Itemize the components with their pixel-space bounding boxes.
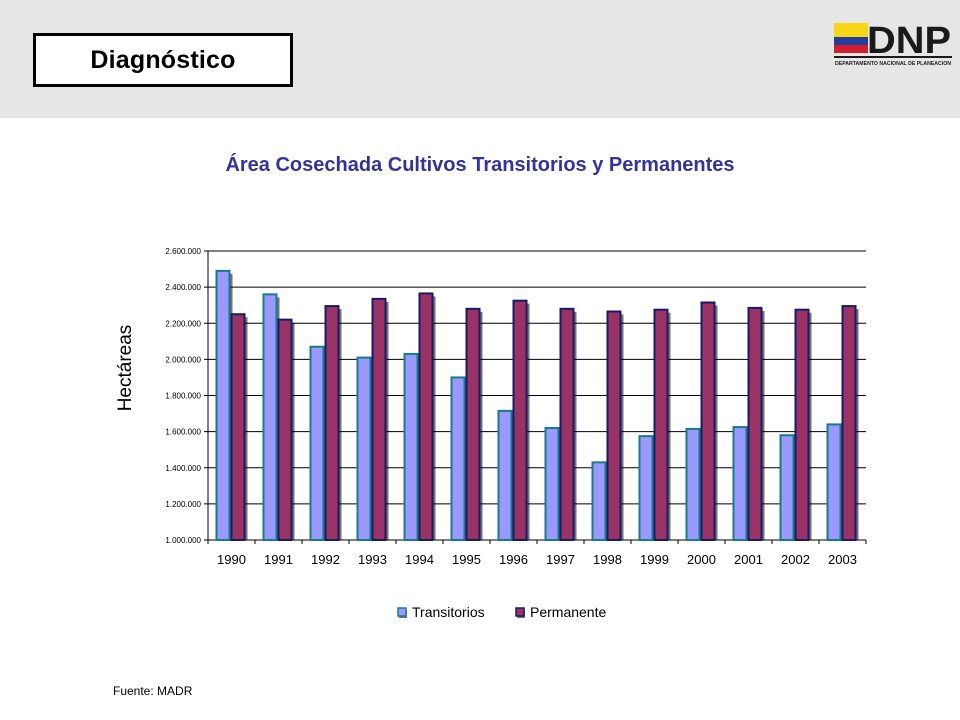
logo-wordmark: DNP bbox=[867, 20, 951, 62]
bar-transitorios-1994 bbox=[403, 352, 419, 541]
logo-subtitle: DEPARTAMENTO NACIONAL DE PLANEACION bbox=[835, 61, 951, 67]
bar-permanente-2000 bbox=[700, 301, 716, 541]
bar-shadow-permanente bbox=[479, 311, 483, 540]
x-tick-label: 2003 bbox=[828, 552, 857, 567]
bar-transitorios-1990 bbox=[215, 269, 231, 541]
bar-transitorios-1997 bbox=[544, 427, 560, 542]
y-tick-label: 1.600.000 bbox=[165, 428, 201, 437]
bar-permanente-1997 bbox=[559, 307, 575, 541]
y-axis-label: Hectáreas bbox=[115, 325, 136, 412]
y-tick-label: 1.200.000 bbox=[165, 500, 201, 509]
bar-transitorios-2000 bbox=[685, 427, 701, 541]
bar-transitorios-2001 bbox=[732, 426, 748, 541]
x-tick-label: 1993 bbox=[358, 552, 387, 567]
bar-permanente-2001 bbox=[747, 306, 763, 541]
bar-shadow-permanente bbox=[761, 310, 765, 540]
bar-shadow-permanente bbox=[526, 303, 530, 540]
bar-shadow-permanente bbox=[573, 311, 577, 540]
bar-shadow-permanente bbox=[855, 309, 859, 540]
chart-title: Área Cosechada Cultivos Transitorios y P… bbox=[225, 154, 735, 176]
x-tick-label: 2000 bbox=[687, 552, 716, 567]
bar-shadow-permanente bbox=[338, 309, 342, 540]
flag-red-stripe bbox=[834, 45, 868, 53]
bar-transitorios-1995 bbox=[450, 376, 466, 541]
bar-permanente-1990 bbox=[230, 313, 246, 541]
legend-label-transitorios: Transitorios bbox=[412, 604, 485, 620]
logo-underline bbox=[834, 56, 952, 58]
y-tick-label: 2.400.000 bbox=[165, 283, 201, 292]
bar-shadow-permanente bbox=[244, 317, 248, 540]
bar-permanente-1999 bbox=[653, 308, 669, 541]
bar-transitorios-2003 bbox=[826, 423, 842, 541]
x-tick-label: 1999 bbox=[640, 552, 669, 567]
bar-shadow-permanente bbox=[385, 301, 389, 540]
flag-yellow-stripe bbox=[834, 23, 868, 37]
bar-transitorios-1996 bbox=[497, 409, 513, 541]
legend-label-permanente: Permanente bbox=[530, 604, 606, 620]
bar-permanente-2003 bbox=[841, 305, 857, 542]
y-tick-label: 2.000.000 bbox=[165, 355, 201, 364]
x-tick-label: 2002 bbox=[781, 552, 810, 567]
source-note: Fuente: MADR bbox=[113, 684, 193, 698]
x-tick-label: 1992 bbox=[311, 552, 340, 567]
bar-permanente-1991 bbox=[277, 318, 293, 542]
dnp-logo: DNP DEPARTAMENTO NACIONAL DE PLANEACION bbox=[834, 20, 952, 67]
bar-transitorios-1999 bbox=[638, 435, 654, 541]
bar-permanente-1993 bbox=[371, 297, 387, 541]
x-tick-label: 1994 bbox=[405, 552, 434, 567]
bar-transitorios-1998 bbox=[591, 461, 607, 541]
bar-permanente-1994 bbox=[418, 292, 434, 541]
bar-transitorios-1992 bbox=[309, 345, 325, 542]
bar-transitorios-1991 bbox=[262, 293, 278, 541]
legend-swatch-transitorios bbox=[397, 607, 407, 617]
x-tick-label: 1995 bbox=[452, 552, 481, 567]
bar-permanente-1992 bbox=[324, 305, 340, 542]
bar-permanente-1998 bbox=[606, 310, 622, 541]
bar-shadow-permanente bbox=[808, 312, 812, 540]
bar-permanente-2002 bbox=[794, 308, 810, 541]
flag-blue-stripe bbox=[834, 37, 868, 45]
legend-swatch-permanente bbox=[515, 607, 525, 617]
y-tick-label: 2.600.000 bbox=[165, 247, 201, 256]
x-tick-label: 1991 bbox=[264, 552, 293, 567]
y-tick-label: 1.400.000 bbox=[165, 464, 201, 473]
bar-transitorios-2002 bbox=[779, 434, 795, 541]
bar-shadow-permanente bbox=[291, 322, 295, 540]
section-title: Diagnóstico bbox=[90, 45, 236, 74]
x-tick-label: 1996 bbox=[499, 552, 528, 567]
bar-shadow-permanente bbox=[432, 296, 436, 540]
section-title-box: Diagnóstico bbox=[33, 33, 293, 87]
bar-transitorios-1993 bbox=[356, 356, 372, 541]
x-tick-label: 2001 bbox=[734, 552, 763, 567]
x-tick-label: 1998 bbox=[593, 552, 622, 567]
bar-permanente-1996 bbox=[512, 299, 528, 541]
bar-shadow-permanente bbox=[714, 305, 718, 540]
bar-shadow-permanente bbox=[667, 312, 671, 540]
y-tick-label: 1.800.000 bbox=[165, 392, 201, 401]
x-tick-label: 1997 bbox=[546, 552, 575, 567]
bar-shadow-permanente bbox=[620, 314, 624, 540]
bar-permanente-1995 bbox=[465, 307, 481, 541]
x-tick-label: 1990 bbox=[217, 552, 246, 567]
y-tick-label: 1.000.000 bbox=[165, 536, 201, 545]
y-tick-label: 2.200.000 bbox=[165, 319, 201, 328]
